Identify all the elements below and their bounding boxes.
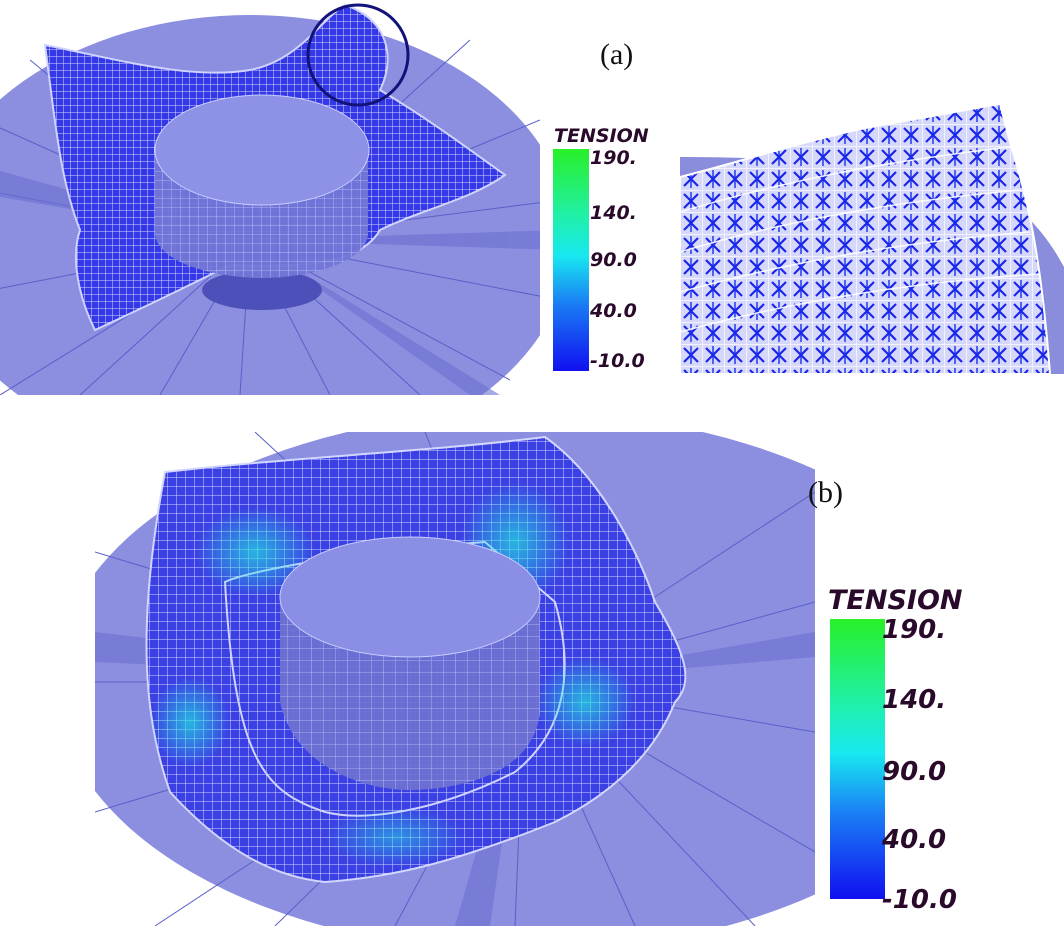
legend-b-tick-140: 140. [882,685,947,715]
panel-b-mesh-view [95,432,815,926]
legend-a: TENSION 190. 140. 90.0 40.0 -10.0 [550,125,660,375]
legend-b-tick-neg10: -10.0 [882,885,957,915]
legend-b-title: TENSION [828,585,963,616]
legend-b-tick-90: 90.0 [882,757,947,787]
legend-a-colorbar [553,149,589,371]
zoom-circle [306,3,410,107]
panel-a-label: (a) [600,38,634,71]
legend-b-colorbar [830,619,885,899]
legend-a-tick-neg10: -10.0 [590,350,645,372]
panel-a-zoom-inset [680,102,1064,374]
legend-b: TENSION 190. 140. 90.0 40.0 -10.0 [820,585,970,925]
zoomed-mesh [680,102,1052,374]
legend-a-tick-190: 190. [590,147,637,169]
legend-a-tick-40: 40.0 [590,300,637,322]
legend-b-tick-190: 190. [882,615,947,645]
punch-bottom [202,270,322,310]
legend-a-title: TENSION [554,125,649,147]
legend-b-tick-40: 40.0 [882,825,947,855]
panel-b-label: (b) [808,476,843,509]
legend-a-tick-90: 90.0 [590,249,637,271]
punch-top-b [279,536,541,658]
legend-a-tick-140: 140. [590,202,637,224]
punch-top [154,94,370,206]
panel-a-mesh-view [0,3,540,395]
